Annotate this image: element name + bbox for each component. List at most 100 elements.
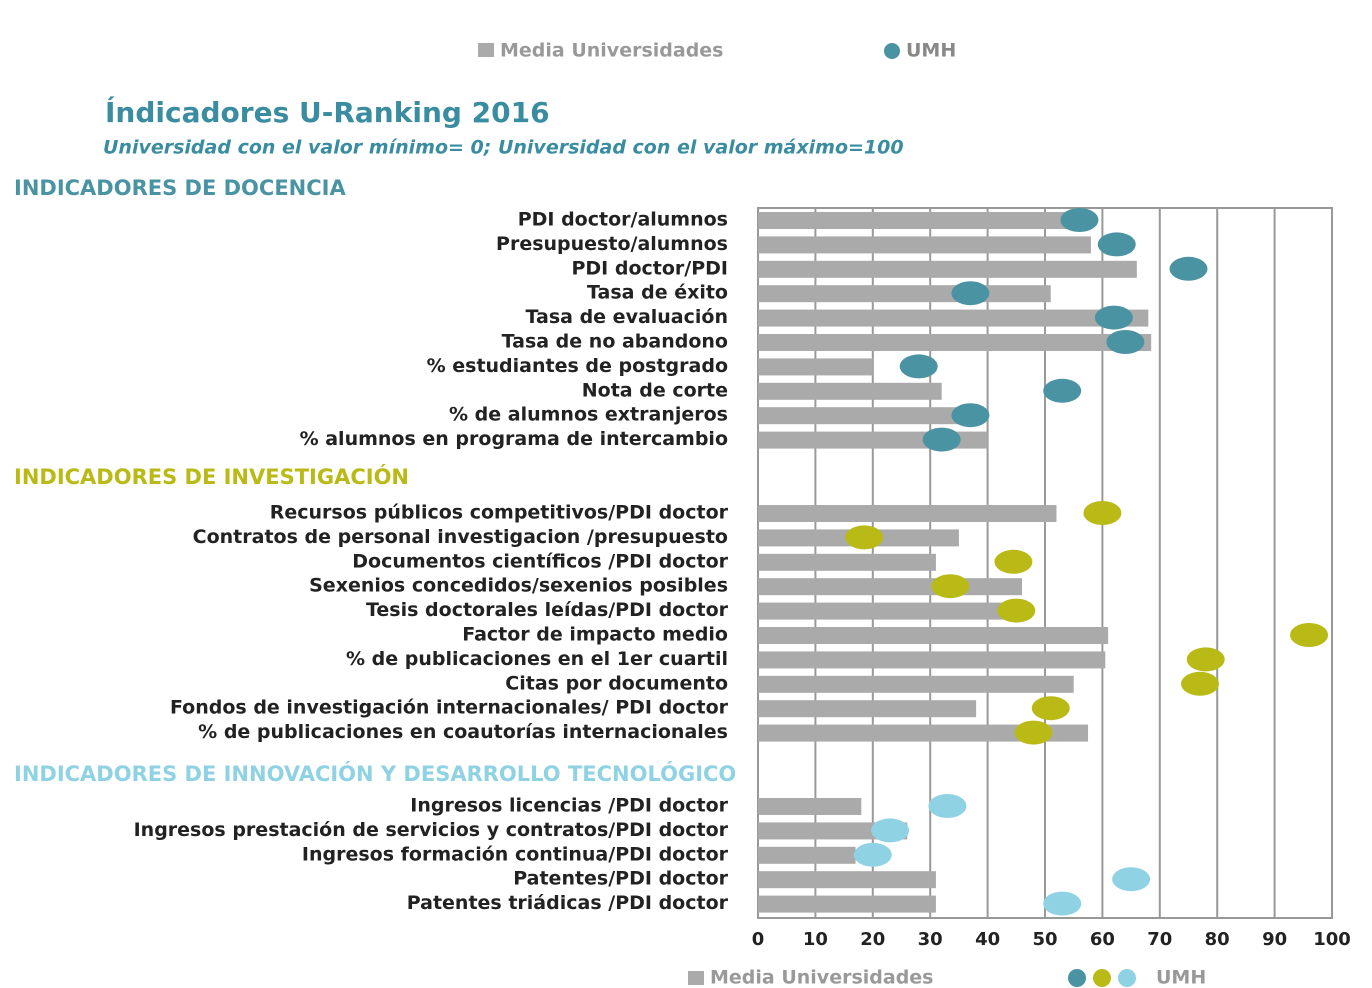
dot [1083,501,1122,525]
bar [758,798,862,815]
section-heading: INDICADORES DE INNOVACIÓN Y DESARROLLO T… [14,761,736,786]
legend-swatch [688,971,704,985]
x-tick-label: 60 [1090,929,1115,950]
dot [1112,867,1151,892]
legend-label: Media Universidades [500,40,724,62]
category-label: Factor de impacto medio [462,624,728,646]
legend-swatch [884,43,900,59]
bar [758,358,873,376]
dot [845,525,884,550]
bar [758,578,1023,596]
bar [758,260,1137,278]
chart-subtitle: Universidad con el valor mínimo= 0; Univ… [103,137,904,159]
dot [922,427,961,452]
category-label: Tasa de no abandono [502,331,728,353]
dot [1060,208,1099,232]
bar [758,212,1074,229]
category-label: Documentos científicos /PDI doctor [352,550,728,572]
dot [1043,891,1082,916]
dot [931,574,970,599]
legend-swatch [478,43,494,57]
category-label: Patentes/PDI doctor [513,868,728,890]
dot [1097,232,1136,257]
x-tick-label: 80 [1205,929,1230,950]
dot [871,818,910,843]
dot [997,598,1036,623]
legend-swatch [1118,969,1136,987]
dot [951,281,990,306]
legend-swatch [1068,969,1086,987]
x-tick-label: 90 [1262,929,1287,950]
bar [758,724,1089,742]
bar [758,505,1057,522]
category-label: Sexenios concedidos/sexenios posibles [309,575,728,597]
category-label: Patentes triádicas /PDI doctor [407,892,729,914]
category-label: Fondos de investigación internacionales/… [170,697,729,719]
category-label: Tesis doctorales leídas/PDI doctor [366,599,729,621]
category-label: Contratos de personal investigacion /pre… [193,526,728,548]
category-label: PDI doctor/alumnos [518,209,728,231]
legend-swatch [1093,969,1111,987]
category-label: Citas por documento [505,672,728,694]
bar [758,602,1011,620]
dot [994,549,1033,574]
bar [758,236,1091,254]
category-label: PDI doctor/PDI [571,257,728,279]
bar [758,846,856,864]
x-tick-label: 50 [1032,929,1057,950]
category-label: Ingresos prestación de servicios y contr… [134,819,729,841]
bar [758,651,1106,669]
legend-label: Media Universidades [710,967,934,988]
dot [951,403,990,428]
x-tick-label: 100 [1313,929,1351,950]
x-tick-label: 10 [803,929,828,950]
category-label: Presupuesto/alumnos [496,233,728,255]
category-label: Recursos públicos competitivos/PDI docto… [270,502,729,524]
section-heading: INDICADORES DE INVESTIGACIÓN [14,464,409,489]
dot [1043,378,1082,403]
section-heading: INDICADORES DE DOCENCIA [14,176,346,200]
bar [758,382,942,400]
category-label: Ingresos formación continua/PDI doctor [302,843,729,865]
category-label: Tasa de evaluación [526,306,729,328]
x-tick-label: 20 [860,929,885,950]
dot [1106,330,1145,354]
dot [1290,623,1329,647]
x-tick-label: 0 [752,929,765,950]
bar [758,553,936,571]
category-label: % de publicaciones en el 1er cuartil [346,648,728,670]
x-tick-label: 40 [975,929,1000,950]
bar [758,871,936,889]
bar [758,309,1149,327]
dot [1180,671,1219,696]
category-label: % estudiantes de postgrado [427,355,728,377]
legend-label: UMH [1156,967,1206,988]
x-tick-label: 70 [1147,929,1172,950]
category-label: % de alumnos extranjeros [449,404,728,426]
dot [1014,720,1053,745]
dot [899,354,938,379]
dot [1031,696,1070,721]
legend-label: UMH [906,40,956,62]
bar [758,675,1074,693]
bar [758,895,936,913]
dot [1094,305,1133,330]
dot [853,842,892,867]
dot [1186,647,1225,672]
bar [758,822,908,840]
bar [758,285,1051,303]
category-label: % alumnos en programa de intercambio [300,428,728,450]
bar [758,407,959,425]
category-label: Nota de corte [582,379,728,401]
chart-title: Índicadores U-Ranking 2016 [105,95,550,129]
bar [758,627,1109,644]
category-label: Ingresos licencias /PDI doctor [410,795,728,817]
dot [928,794,967,818]
bar [758,700,977,718]
dot [1169,256,1208,281]
category-label: % de publicaciones en coautorías interna… [198,721,728,743]
x-tick-label: 30 [918,929,943,950]
bar [758,334,1152,351]
category-label: Tasa de éxito [587,282,728,304]
